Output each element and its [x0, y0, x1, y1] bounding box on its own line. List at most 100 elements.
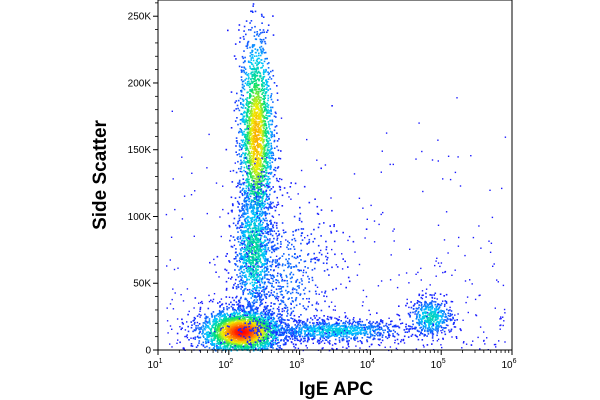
event-point: [256, 90, 259, 93]
event-point: [265, 327, 267, 329]
event-point: [256, 138, 258, 140]
event-point: [230, 313, 232, 315]
event-point: [263, 132, 265, 134]
event-point: [258, 279, 260, 282]
event-point: [226, 344, 229, 346]
event-point: [250, 348, 252, 350]
event-point: [241, 147, 243, 149]
event-point: [245, 311, 248, 313]
event-point: [194, 336, 197, 339]
event-point: [213, 334, 215, 337]
event-point: [237, 182, 239, 185]
event-point: [251, 126, 253, 129]
event-point: [260, 120, 262, 123]
event-point: [249, 175, 252, 178]
event-point: [260, 184, 262, 186]
event-point: [264, 107, 267, 109]
event-point: [194, 338, 196, 340]
event-point: [258, 143, 261, 146]
event-point: [243, 38, 245, 40]
event-point: [262, 320, 264, 323]
event-point: [227, 29, 229, 32]
event-point: [221, 343, 223, 345]
event-point: [262, 325, 264, 327]
event-point: [263, 125, 266, 127]
event-point: [239, 146, 242, 148]
event-point: [214, 335, 217, 338]
event-point: [253, 323, 255, 325]
event-point: [267, 345, 269, 348]
event-point: [246, 84, 248, 86]
event-point: [221, 315, 223, 318]
event-point: [262, 73, 265, 75]
event-point: [249, 170, 251, 173]
event-point: [246, 174, 249, 176]
event-point: [242, 338, 244, 341]
event-point: [255, 150, 257, 152]
event-point: [257, 201, 259, 203]
event-point: [264, 51, 267, 54]
event-point: [250, 110, 253, 113]
event-point: [262, 318, 265, 320]
event-point: [246, 306, 249, 308]
event-point: [179, 341, 181, 344]
event-point: [264, 132, 267, 134]
event-point: [258, 112, 261, 114]
event-point: [239, 155, 241, 158]
event-point: [263, 31, 266, 33]
event-point: [257, 194, 259, 196]
event-point: [252, 234, 255, 237]
event-point: [240, 119, 243, 121]
event-point: [255, 89, 258, 91]
event-point: [211, 344, 213, 346]
event-point: [267, 94, 269, 97]
event-point: [273, 312, 276, 314]
event-point: [239, 344, 241, 347]
event-point: [238, 339, 240, 342]
event-point: [270, 93, 273, 95]
event-point: [275, 177, 278, 180]
event-point: [220, 321, 223, 324]
event-point: [227, 335, 230, 338]
event-point: [205, 317, 208, 319]
event-point: [252, 160, 254, 163]
event-point: [266, 161, 269, 163]
event-point: [246, 80, 249, 83]
event-point: [268, 172, 271, 174]
event-point: [272, 154, 275, 156]
event-point: [237, 184, 239, 187]
event-point: [238, 131, 240, 134]
event-point: [260, 129, 263, 132]
event-point: [249, 171, 251, 174]
event-point: [240, 315, 243, 318]
event-point: [248, 80, 250, 83]
event-point: [263, 338, 265, 341]
event-point: [251, 306, 253, 308]
event-point: [250, 71, 253, 74]
event-point: [228, 347, 231, 350]
event-point: [261, 93, 263, 95]
event-point: [252, 276, 255, 279]
event-point: [270, 135, 273, 137]
event-point: [245, 192, 247, 194]
event-point: [253, 288, 255, 290]
event-point: [265, 263, 267, 265]
event-point: [237, 340, 240, 343]
event-point: [236, 316, 238, 318]
event-point: [254, 183, 257, 185]
event-point: [269, 334, 271, 337]
event-point: [215, 327, 217, 330]
event-point: [258, 124, 260, 126]
event-point: [259, 257, 262, 260]
event-point: [254, 108, 257, 111]
event-point: [241, 86, 244, 89]
event-point: [267, 317, 270, 319]
event-point: [243, 141, 246, 144]
event-point: [257, 57, 259, 60]
event-point: [279, 328, 281, 331]
event-point: [258, 145, 260, 148]
event-point: [252, 191, 254, 193]
event-point: [242, 334, 244, 337]
event-point: [254, 279, 256, 282]
event-point: [252, 125, 255, 127]
